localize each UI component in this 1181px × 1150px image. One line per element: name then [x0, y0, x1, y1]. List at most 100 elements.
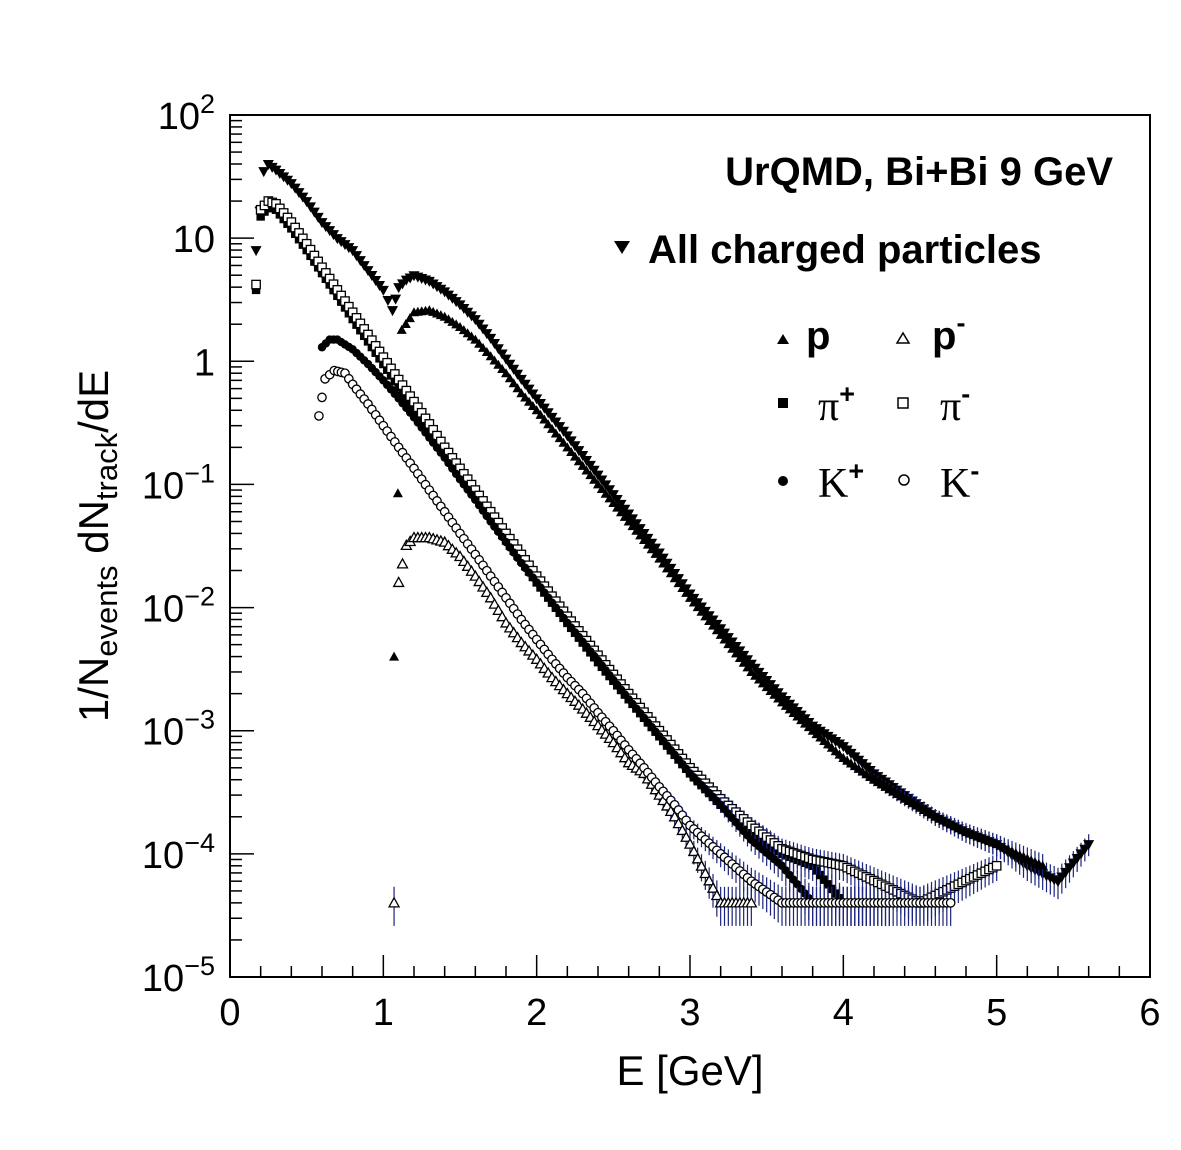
- x-tick-label: 1: [373, 992, 394, 1034]
- legend-label-k-minus-base: K: [940, 461, 970, 507]
- data-point: [665, 568, 676, 578]
- data-point: [627, 521, 638, 531]
- y-tick-base: 10: [142, 465, 184, 507]
- data-point: [501, 368, 511, 378]
- data-point: [390, 294, 402, 305]
- data-point: [485, 333, 497, 344]
- legend-label-pbar-sup: -: [956, 308, 965, 338]
- x-tick-label: 6: [1139, 992, 1160, 1034]
- data-point: [699, 867, 712, 879]
- data-point: [531, 405, 542, 415]
- data-point: [589, 474, 600, 484]
- data-point: [508, 364, 520, 375]
- data-point: [554, 433, 565, 443]
- data-point: [1037, 860, 1048, 870]
- x-tick-label: 3: [679, 992, 700, 1034]
- y-tick-base: 10: [142, 958, 184, 1000]
- data-point: [593, 479, 603, 489]
- data-point: [301, 197, 313, 208]
- data-point: [662, 563, 672, 573]
- data-point: [616, 507, 626, 517]
- y-tick-label: 10: [173, 219, 215, 261]
- data-point: [573, 456, 584, 466]
- series-p: [389, 305, 1048, 881]
- legend-marker-p: [777, 334, 789, 344]
- data-point: [504, 359, 516, 370]
- data-point: [596, 484, 607, 494]
- data-point: [387, 306, 399, 317]
- data-point: [731, 648, 741, 658]
- data-point: [312, 212, 324, 223]
- data-point: [314, 411, 324, 421]
- data-point: [1083, 840, 1095, 851]
- data-point: [488, 597, 501, 609]
- legend-marker-k-plus: [778, 476, 788, 486]
- data-point: [392, 576, 405, 588]
- data-point: [496, 610, 509, 622]
- data-point: [508, 378, 519, 388]
- legend-label-pi-plus-sup: +: [839, 379, 855, 409]
- legend-label-pbar: p-: [932, 308, 965, 358]
- data-point: [251, 279, 261, 290]
- y-axis-title: 1/Nevents dNtrack/dE: [70, 370, 124, 722]
- data-point: [500, 354, 512, 365]
- legend-marker-pi-minus: [897, 397, 909, 409]
- data-point: [685, 592, 695, 602]
- legend-label-pi-minus-base: π: [940, 384, 961, 430]
- data-point: [639, 535, 649, 545]
- data-points: [250, 160, 1095, 926]
- legend-label-pi-plus: π+: [818, 379, 855, 430]
- data-point: [539, 414, 550, 424]
- data-point: [377, 285, 389, 296]
- data-point: [547, 423, 557, 433]
- data-point: [672, 817, 685, 829]
- x-tick-label: 0: [219, 992, 240, 1034]
- data-point: [600, 488, 611, 498]
- data-point: [673, 578, 684, 588]
- legend-marker-pi-plus: [778, 398, 788, 408]
- y-tick-label: 10−5: [142, 951, 215, 1000]
- legend-label-pbar-base: p: [932, 314, 956, 358]
- x-tick-label: 4: [833, 992, 854, 1034]
- data-point: [566, 446, 577, 456]
- data-point: [492, 344, 504, 355]
- y-tick-base: 10: [173, 219, 215, 261]
- data-point: [681, 587, 692, 597]
- legend-marker-pbar: [895, 331, 911, 344]
- data-point: [347, 246, 359, 257]
- data-point: [558, 437, 569, 447]
- y-axis-title-part-b: dN: [70, 500, 117, 565]
- data-point: [692, 602, 703, 612]
- legend-label-k-minus: K-: [940, 456, 979, 507]
- data-point: [354, 256, 366, 267]
- legend-label-pi-minus: π-: [940, 379, 970, 430]
- data-point: [581, 465, 592, 475]
- legend-label-pi-plus-base: π: [818, 384, 839, 430]
- y-tick-exponent: 2: [200, 89, 215, 119]
- data-point: [700, 611, 711, 621]
- legend-marker-all-charged: [614, 241, 630, 254]
- data-point: [570, 451, 580, 461]
- data-point: [715, 629, 726, 639]
- data-point: [543, 419, 554, 429]
- y-tick-exponent: −1: [184, 458, 215, 488]
- data-point: [308, 207, 320, 218]
- series-k-: [317, 335, 879, 926]
- plot-frame: [229, 114, 1151, 978]
- y-tick-exponent: −2: [184, 582, 215, 612]
- y-tick-base: 1: [194, 342, 215, 384]
- legend: All charged particles p p- π+ π- K+ K-: [614, 228, 1041, 507]
- y-tick-label: 10−1: [142, 458, 215, 507]
- data-point: [654, 553, 665, 563]
- data-point: [585, 470, 596, 480]
- data-point: [650, 548, 661, 558]
- x-tick-label: 5: [986, 992, 1007, 1034]
- x-tick-label: 2: [526, 992, 547, 1034]
- data-point: [512, 383, 523, 393]
- data-point: [669, 573, 680, 583]
- data-point: [710, 889, 723, 901]
- data-point: [991, 860, 1002, 871]
